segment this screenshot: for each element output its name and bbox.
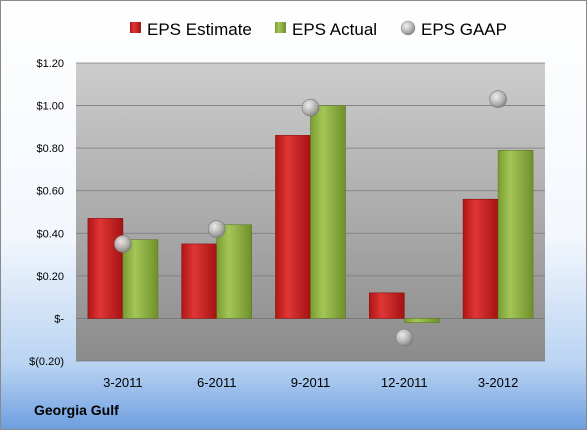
- x-axis-ticks: 3-2011 6-2011 9-2011 12-2011 3-2012: [103, 375, 518, 390]
- gaap-marker: [207, 220, 226, 238]
- gaap-marker: [489, 90, 507, 108]
- actual-bar: [497, 149, 534, 319]
- y-tick-label: $-: [54, 313, 64, 325]
- legend-label-gaap: EPS GAAP: [421, 20, 507, 39]
- estimate-bar: [368, 292, 405, 319]
- y-tick-label: $0.60: [36, 186, 64, 198]
- y-tick-label: $0.80: [36, 143, 64, 155]
- y-tick-label: $0.20: [36, 271, 64, 283]
- x-tick-label: 12-2011: [381, 375, 428, 390]
- gaap-marker: [301, 98, 320, 117]
- gaap-markers: [114, 90, 507, 347]
- legend-swatch-actual: [275, 22, 286, 33]
- gaap-marker: [114, 235, 132, 253]
- legend: EPS Estimate EPS Actual EPS GAAP: [130, 20, 507, 39]
- bars: [87, 105, 534, 323]
- actual-bar: [122, 239, 159, 319]
- legend-label-estimate: EPS Estimate: [147, 20, 252, 39]
- actual-bar: [310, 105, 346, 319]
- y-tick-label: $(0.20): [29, 356, 64, 368]
- x-tick-label: 3-2011: [103, 375, 143, 390]
- estimate-bar: [462, 198, 499, 319]
- y-tick-label: $1.00: [36, 101, 64, 113]
- company-name: Georgia Gulf: [34, 402, 119, 418]
- actual-bar: [216, 224, 252, 319]
- legend-swatch-estimate: [130, 22, 141, 33]
- y-tick-label: $0.40: [36, 228, 64, 240]
- y-axis-ticks: $(0.20) $- $0.20 $0.40 $0.60 $0.80 $1.00 $1.20: [29, 58, 64, 368]
- estimate-bar: [181, 243, 217, 319]
- x-tick-label: 3-2012: [478, 375, 518, 390]
- legend-label-actual: EPS Actual: [292, 20, 377, 39]
- x-tick-label: 6-2011: [197, 375, 237, 390]
- estimate-bar: [275, 135, 311, 319]
- x-tick-label: 9-2011: [291, 375, 331, 390]
- actual-bar: [403, 318, 440, 323]
- estimate-bar: [87, 218, 124, 319]
- legend-swatch-gaap: [400, 20, 416, 36]
- y-tick-label: $1.20: [36, 58, 64, 70]
- gaap-marker: [395, 328, 414, 347]
